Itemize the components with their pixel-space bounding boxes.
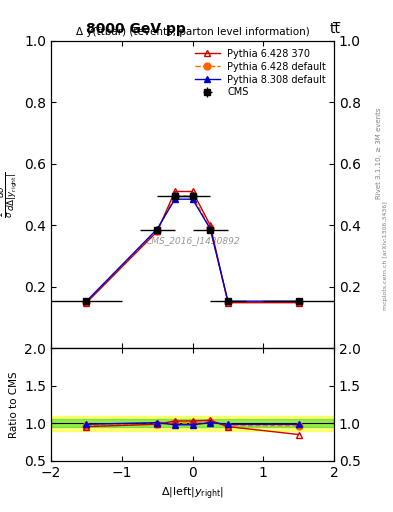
Pythia 6.428 default [190,193,195,199]
Pythia 8.308 default [155,226,160,232]
Pythia 6.428 370 [296,300,301,306]
Text: tt̅: tt̅ [330,23,341,36]
Pythia 8.308 default [173,196,177,202]
Pythia 8.308 default [84,298,89,304]
Pythia 6.428 default [208,225,213,231]
Pythia 6.428 370 [226,300,230,306]
X-axis label: $\Delta|$left$|y_{\mathrm{right}}|$: $\Delta|$left$|y_{\mathrm{right}}|$ [161,485,224,502]
Pythia 8.308 default [226,298,230,304]
Y-axis label: Ratio to CMS: Ratio to CMS [9,371,19,438]
Y-axis label: $\frac{1}{\sigma}\frac{d\sigma}{d\Delta|y_{\mathrm{right}}|}$: $\frac{1}{\sigma}\frac{d\sigma}{d\Delta|… [0,172,19,218]
Line: Pythia 6.428 default: Pythia 6.428 default [83,193,302,306]
Legend: Pythia 6.428 370, Pythia 6.428 default, Pythia 8.308 default, CMS: Pythia 6.428 370, Pythia 6.428 default, … [193,46,329,100]
Pythia 6.428 370 [173,188,177,195]
Bar [51,416,334,431]
Pythia 8.308 default [190,196,195,202]
Pythia 6.428 370 [155,228,160,234]
Line: Pythia 8.308 default: Pythia 8.308 default [83,196,302,305]
Bar [51,419,334,427]
Text: mcplots.cern.ch [arXiv:1306.3436]: mcplots.cern.ch [arXiv:1306.3436] [383,202,387,310]
Pythia 6.428 370 [208,222,213,228]
Pythia 6.428 default [296,299,301,305]
Pythia 8.308 default [296,298,301,304]
Line: Pythia 6.428 370: Pythia 6.428 370 [83,188,302,306]
Pythia 6.428 370 [84,300,89,306]
Pythia 6.428 default [226,299,230,305]
Pythia 6.428 default [84,299,89,305]
Text: Rivet 3.1.10, ≥ 3M events: Rivet 3.1.10, ≥ 3M events [376,108,382,199]
Pythia 6.428 default [155,228,160,234]
Title: Δ y(t̅tbar) (t̅̅events, parton level information): Δ y(t̅tbar) (t̅̅events, parton level inf… [76,28,309,37]
Text: CMS_2016_I1430892: CMS_2016_I1430892 [145,236,240,245]
Pythia 6.428 370 [190,188,195,195]
Pythia 6.428 default [173,193,177,199]
Text: 8000 GeV pp: 8000 GeV pp [86,23,186,36]
Pythia 8.308 default [208,226,213,232]
